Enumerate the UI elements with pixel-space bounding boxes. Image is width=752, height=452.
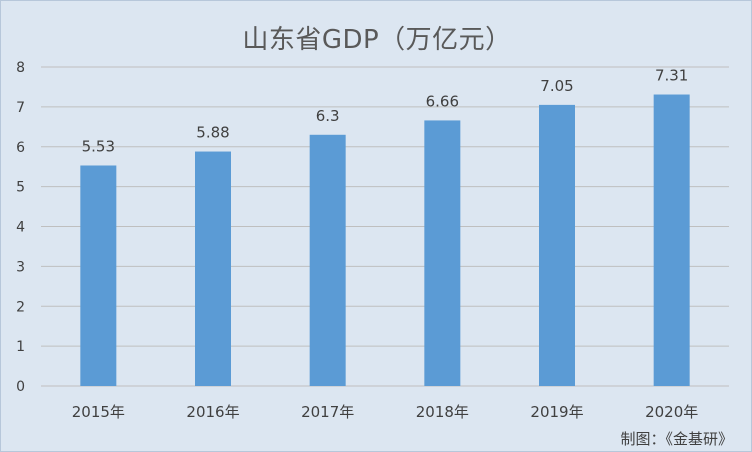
y-tick-label-6: 6 [16,140,25,156]
bar-2018年 [424,120,461,387]
x-tick-label-2016年: 2016年 [186,403,239,421]
bar-2020年 [653,94,690,387]
y-tick-label-5: 5 [16,180,25,196]
x-tick-label-2015年: 2015年 [72,403,125,421]
y-tick-label-3: 3 [16,259,25,275]
bar-2016年 [195,151,231,386]
chart-title: 山东省GDP（万亿元） [242,25,512,55]
x-tick-label-2020年: 2020年 [645,403,698,421]
data-label-2019年: 7.05 [540,77,573,95]
x-tick-label-2019年: 2019年 [530,403,583,421]
data-label-2020年: 7.31 [655,67,688,85]
data-label-2016年: 5.88 [196,124,229,142]
bar-2015年 [80,165,117,386]
y-tick-label-7: 7 [16,100,25,116]
y-tick-label-0: 0 [16,379,25,395]
bar-2017年 [309,134,346,386]
data-label-2018年: 6.66 [426,92,459,110]
data-label-2017年: 6.3 [316,107,340,125]
source-note: 制图：《金基研》 [620,430,733,448]
y-tick-label-8: 8 [16,60,25,76]
y-tick-label-4: 4 [16,220,25,236]
data-label-2015年: 5.53 [82,137,115,155]
y-tick-label-1: 1 [16,339,25,355]
bar-2019年 [539,104,575,386]
x-tick-label-2018年: 2018年 [416,403,469,421]
x-tick-label-2017年: 2017年 [301,403,354,421]
y-tick-label-2: 2 [16,299,25,315]
